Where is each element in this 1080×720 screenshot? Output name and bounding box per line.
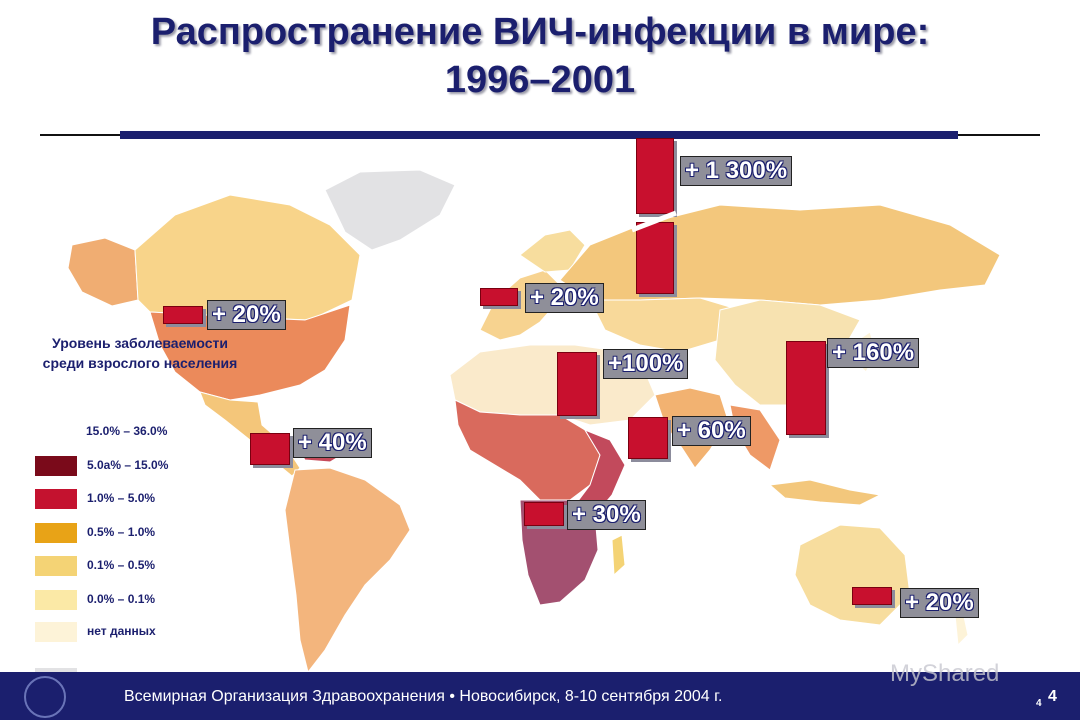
indonesia (768, 479, 882, 506)
legend-title: Уровень заболеваемости среди взрослого н… (42, 335, 238, 371)
australia (794, 524, 911, 626)
madagascar (611, 534, 626, 577)
west-central-africa (454, 399, 601, 501)
slide-title: Распространение ВИЧ-инфекции в мире: 199… (0, 8, 1080, 104)
bar-east-asia-pacific (786, 341, 826, 435)
legend-label: 0.1% – 0.5% (87, 558, 156, 572)
bar-eastern-europe-top (636, 138, 674, 214)
bar-south-southeast-asia (628, 417, 668, 459)
legend-swatch (35, 622, 77, 642)
bar-australia-new-zealand (852, 587, 892, 605)
legend-label: 1.0% – 5.0% (87, 491, 156, 505)
label-australia-new-zealand: + 20% (900, 588, 979, 618)
legend-swatch (35, 590, 77, 610)
label-south-southeast-asia: + 60% (672, 416, 751, 446)
page-number-small: 4 (1036, 698, 1042, 709)
bar-western-europe (480, 288, 518, 306)
label-east-asia-pacific: + 160% (827, 338, 920, 368)
bar-north-america (163, 306, 203, 324)
bar-north-africa-middle-east (557, 352, 597, 416)
title-line-1: Распространение ВИЧ-инфекции в мире: (150, 11, 930, 53)
legend-label: нет данных (87, 624, 156, 638)
legend-swatch (35, 523, 77, 543)
page-number: 4 (1048, 688, 1057, 705)
label-western-europe: + 20% (525, 283, 604, 313)
bar-sub-saharan-africa (524, 502, 564, 526)
russia (559, 204, 1001, 306)
label-sub-saharan-africa: + 30% (567, 500, 646, 530)
legend-label: 0.0% – 0.1% (87, 592, 156, 606)
watermark-text: MyShared (890, 660, 1000, 687)
legend-label: 0.5% – 1.0% (87, 525, 156, 539)
alaska (67, 237, 139, 307)
label-eastern-europe: + 1 300% (680, 156, 793, 186)
legend-swatch (35, 489, 77, 509)
bar-eastern-europe-bottom (636, 222, 674, 294)
bar-caribbean (250, 433, 290, 465)
south-america (284, 467, 411, 674)
label-caribbean: + 40% (293, 428, 372, 458)
un-emblem-icon (24, 676, 66, 718)
footer-text: Всемирная Организация Здравоохранения • … (124, 688, 723, 705)
greenland (324, 169, 456, 251)
label-north-africa-middle-east: +100% (603, 349, 689, 379)
title-rule-thick (120, 131, 958, 139)
legend-swatch (35, 556, 77, 576)
scandinavia (519, 229, 586, 273)
title-line-2: 1996–2001 (444, 59, 636, 101)
legend-top-range: 15.0% – 36.0% (86, 424, 168, 438)
label-north-america: + 20% (207, 300, 286, 330)
bar-break-mark (631, 210, 677, 233)
footer-bar (0, 672, 1080, 720)
legend-swatch (35, 456, 77, 476)
legend-label: 5.0а% – 15.0% (87, 458, 169, 472)
